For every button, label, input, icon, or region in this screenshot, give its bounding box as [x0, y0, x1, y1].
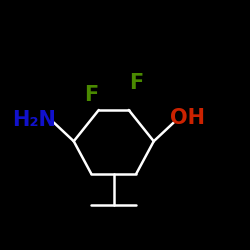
Text: H₂N: H₂N [12, 110, 56, 130]
Text: F: F [84, 85, 98, 105]
Text: OH: OH [170, 108, 205, 128]
Text: F: F [129, 72, 144, 92]
